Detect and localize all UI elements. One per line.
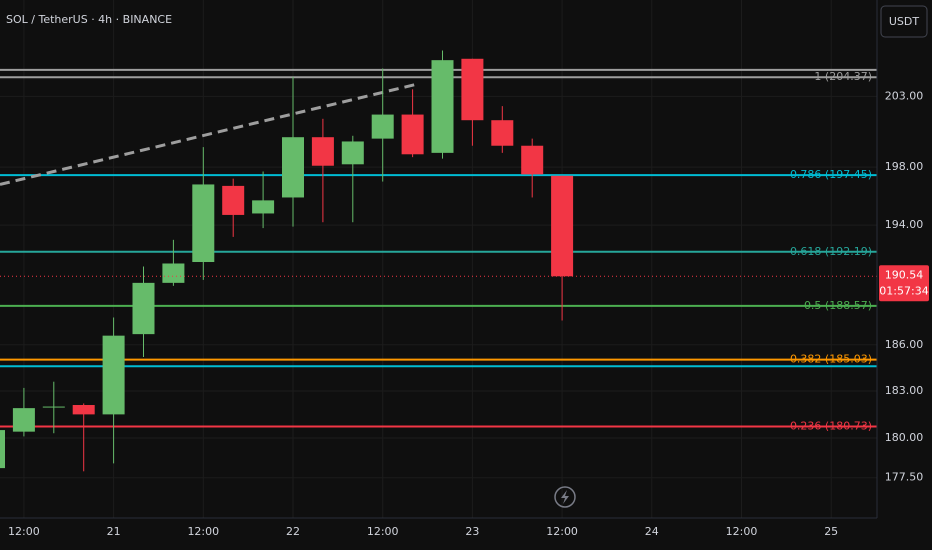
candle-body [371,114,394,139]
candle-body [102,335,125,415]
x-tick-label: 12:00 [367,525,399,538]
y-tick-label: 194.00 [885,218,924,231]
candle-body [72,405,95,415]
fib-label: 0.382 (185.03) [790,353,872,366]
candle-body [252,200,275,214]
candle-body [192,184,215,263]
x-tick-label: 12:00 [726,525,758,538]
countdown-label: 01:57:34 [879,284,928,297]
y-tick-label: 183.00 [885,384,924,397]
candle-body [0,430,5,469]
chart-title: SOL / TetherUS · 4h · BINANCE [6,13,172,26]
x-tick-label: 22 [286,525,300,538]
y-tick-label: 203.00 [885,89,924,102]
trend-line [0,82,419,186]
candle-body [521,145,544,175]
x-tick-label: 12:00 [8,525,40,538]
candle-body [282,137,304,198]
x-tick-label: 23 [465,525,479,538]
candle-body [311,137,334,166]
last-price-label: 190.54 [885,268,924,281]
currency-button[interactable] [880,5,928,38]
fib-label: 0.236 (180.73) [790,419,872,432]
candle-body [132,282,155,335]
fib-label: 0.5 (188.57) [804,299,872,312]
plot: 1 (204.37) 0.786 (197.45) 0.618 (192.19) 0.… [0,50,877,472]
currency-label[interactable]: USDT [889,15,920,28]
x-tick-label: 12:00 [187,525,219,538]
x-tick-label: 25 [824,525,838,538]
candle-body [551,175,574,277]
fib-label: 0.786 (197.45) [790,168,872,181]
fib-label: 0.618 (192.19) [790,245,872,258]
y-tick-label: 198.00 [885,160,924,173]
candle-body [491,120,514,146]
candle-body [12,408,35,432]
alert-icon[interactable] [554,486,576,508]
candle-body [401,114,424,155]
candle-body [431,60,454,153]
last-price-box [879,265,929,302]
candle-body [341,141,364,165]
candle-body [162,263,185,283]
x-tick-label: 24 [645,525,659,538]
fib-label: 1 (204.37) [814,70,872,83]
y-tick-label: 177.50 [885,471,924,484]
candle-body [222,185,245,215]
candle-body [42,406,65,408]
y-tick-label: 180.00 [885,431,924,444]
y-tick-label: 186.00 [885,338,924,351]
candle-body [461,58,484,121]
x-tick-label: 12:00 [546,525,578,538]
x-tick-label: 21 [107,525,121,538]
